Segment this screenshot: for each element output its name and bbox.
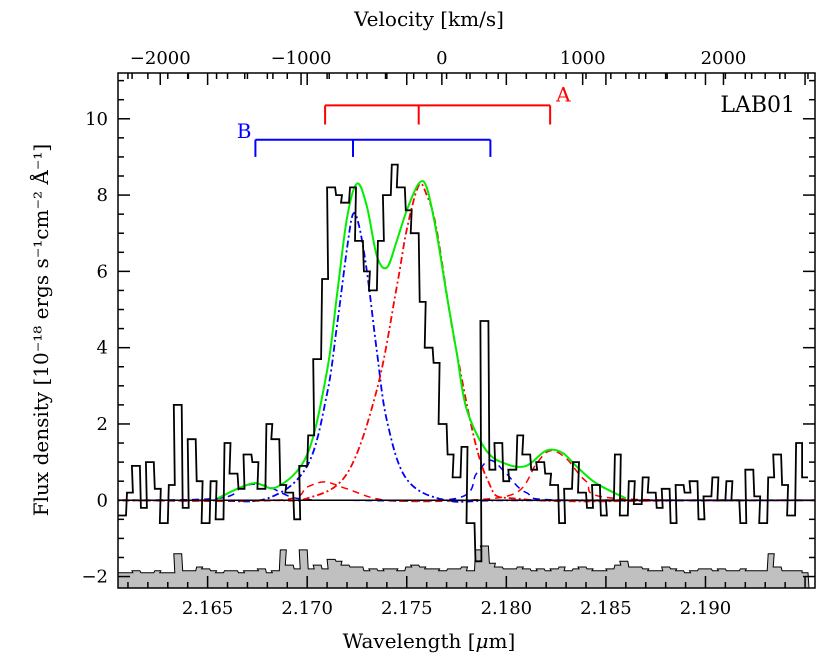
top-tick-label: 1000 — [560, 48, 606, 69]
velocity-brackets: AB — [237, 82, 571, 157]
x-tick-label: 2.170 — [281, 598, 333, 619]
total-fit-line — [217, 179, 627, 500]
bracket-label: B — [237, 119, 252, 143]
top-tick-label: −2000 — [130, 48, 191, 69]
x-axis-label: Wavelength [μm] — [343, 629, 516, 653]
top-axis-label: Velocity [km/s] — [353, 7, 504, 31]
top-tick-label: 0 — [436, 48, 447, 69]
blue-main-component-line — [118, 212, 815, 503]
panel-label: LAB01 — [720, 93, 795, 118]
x-axis-label-text: Wavelength [ — [343, 629, 476, 653]
observed-spectrum — [118, 163, 808, 563]
x-axis-label-unit: m] — [489, 629, 516, 653]
bracket-a: A — [324, 82, 571, 125]
series-layer — [118, 163, 815, 588]
x-tick-label: 2.180 — [481, 598, 533, 619]
top-tick-label: 2000 — [701, 48, 747, 69]
y-tick-label: 8 — [97, 185, 108, 206]
error-spectrum — [118, 545, 810, 588]
red-main-component-line — [118, 182, 815, 503]
x-tick-label: 2.175 — [381, 598, 433, 619]
y-tick-label: 6 — [97, 261, 108, 282]
x-tick-label: 2.190 — [680, 598, 732, 619]
y-tick-label: −2 — [81, 567, 108, 588]
bracket-b: B — [237, 119, 492, 157]
x-tick-label: 2.165 — [182, 598, 234, 619]
red-minor-component-line — [118, 449, 815, 503]
axes: 2.165 2.170 2.175 2.180 2.185 2.190 −2 0 2 4 6 8 10 −… — [81, 48, 816, 619]
y-tick-label: 2 — [97, 414, 108, 435]
y-tick-label: 4 — [97, 338, 108, 359]
y-tick-label: 0 — [97, 490, 108, 511]
x-tick-label: 2.185 — [580, 598, 632, 619]
y-axis-label: Flux density [10⁻¹⁸ ergs s⁻¹cm⁻² Å⁻¹] — [28, 144, 53, 516]
y-tick-label: 10 — [85, 109, 108, 130]
x-axis-label-mu: μ — [476, 629, 489, 653]
top-tick-label: −1000 — [271, 48, 332, 69]
bracket-label: A — [555, 82, 571, 106]
